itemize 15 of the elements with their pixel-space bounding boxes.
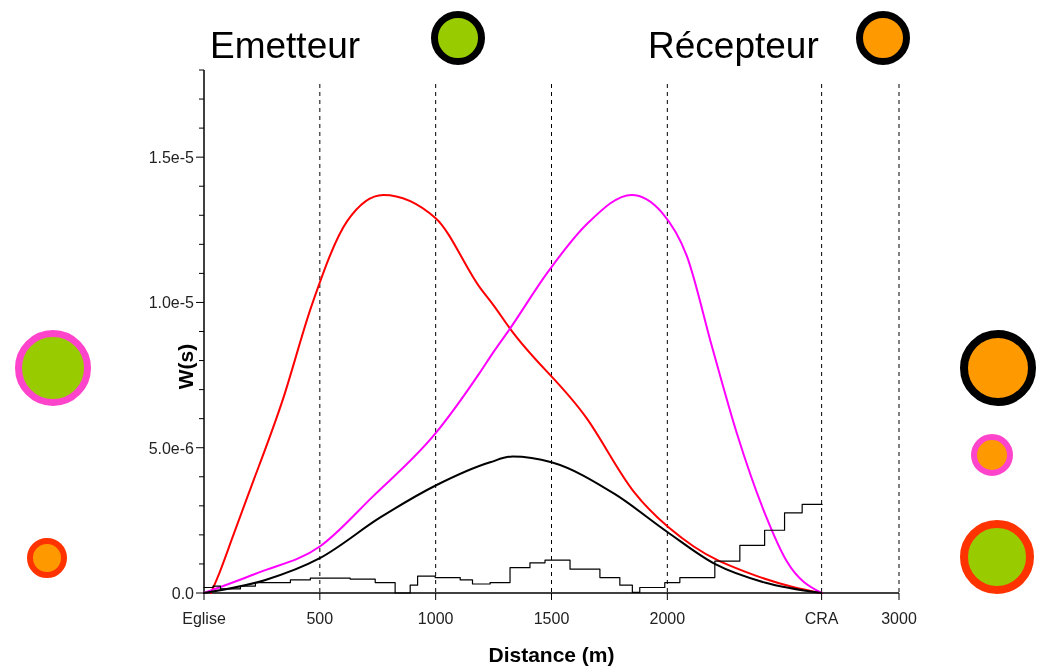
y-tick-label: 1.5e-5 — [148, 149, 195, 167]
y-tick-label: 0.0 — [171, 585, 195, 602]
x-tick-label: 3000 — [881, 610, 917, 627]
text: Emetteur — [210, 25, 361, 66]
x-tick-label: Eglise — [182, 610, 226, 627]
x-axis-title: Distance (m) — [488, 643, 615, 666]
x-tick-label: 1500 — [533, 610, 570, 627]
text: Récepteur — [648, 25, 819, 66]
x-tick-label: CRA — [804, 610, 839, 627]
x-tick-label: 1000 — [417, 610, 454, 627]
y-axis-title: W(s) — [174, 343, 197, 390]
x-tick-label: 2000 — [649, 610, 686, 627]
x-tick-label: 500 — [306, 610, 334, 627]
y-tick-label: 1.0e-5 — [148, 294, 195, 312]
y-tick-label: 5.0e-6 — [148, 439, 195, 457]
